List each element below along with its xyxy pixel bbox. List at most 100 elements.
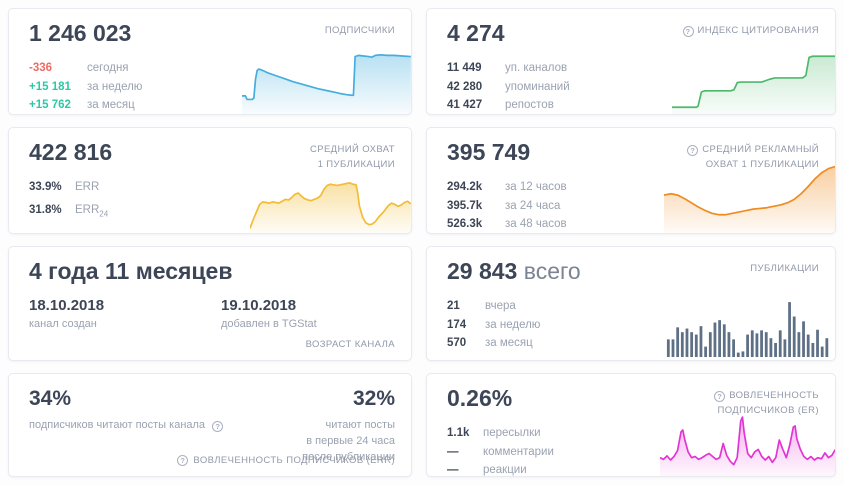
subscriber-engagement-er-card: 0.26% ? ВОВЛЕЧЕННОСТЬ ПОДПИСЧИКОВ (ER) 1.… bbox=[426, 373, 836, 477]
stat-row: 395.7k за 24 часа bbox=[447, 197, 567, 216]
stat-label: репостов bbox=[505, 99, 554, 111]
stat-value-comments: — bbox=[447, 445, 459, 458]
stat-row: 31.8% ERR24 bbox=[29, 201, 108, 224]
stat-label: за 48 часов bbox=[505, 218, 567, 230]
channel-age-card: 4 года 11 месяцев 18.10.2018 канал созда… bbox=[8, 246, 412, 361]
stat-value-err24: 31.8% bbox=[29, 203, 62, 216]
stat-label: за неделю bbox=[485, 318, 541, 331]
stat-row: 526.3k за 48 часов bbox=[447, 215, 567, 233]
stat-value-mentions: 42 280 bbox=[447, 80, 483, 93]
average-reach-sparkline-chart bbox=[250, 163, 411, 233]
subscribers-card-title: ПОДПИСЧИКИ bbox=[324, 25, 395, 36]
err-percent-label: подписчиков читают посты канала ? bbox=[29, 418, 224, 434]
channel-created-block: 18.10.2018 канал создан bbox=[29, 297, 104, 330]
stat-label: вчера bbox=[485, 300, 516, 312]
citation-index-value: 4 274 bbox=[447, 20, 505, 46]
stat-value-week: 174 bbox=[447, 318, 467, 331]
stat-value-48h: 526.3k bbox=[447, 218, 483, 230]
info-icon[interactable]: ? bbox=[687, 145, 699, 157]
stat-row: — реакции bbox=[447, 461, 554, 476]
publications-card-title: ПУБЛИКАЦИИ bbox=[750, 263, 819, 274]
stat-label: уп. каналов bbox=[505, 62, 568, 74]
stat-value-12h: 294.2k bbox=[447, 181, 483, 193]
stat-value-month: +15 762 bbox=[29, 99, 71, 111]
stat-row: 11 449 уп. каналов bbox=[447, 59, 570, 78]
subscribers-stats: -336 сегодня +15 181 за неделю +15 762 з… bbox=[29, 59, 142, 114]
publications-card: 29 843 всего ПУБЛИКАЦИИ 21 вчера 174 за … bbox=[426, 246, 836, 361]
citation-index-card: 4 274 ? ИНДЕКС ЦИТИРОВАНИЯ 11 449 уп. кан… bbox=[426, 8, 836, 115]
subscribers-card: 1 246 023 ПОДПИСЧИКИ -336 сегодня +15 18… bbox=[8, 8, 412, 115]
citation-stats: 11 449 уп. каналов 42 280 упоминаний 41 … bbox=[447, 59, 570, 114]
channel-added-date: 19.10.2018 bbox=[221, 297, 297, 314]
subscriber-engagement-err-card: 34% подписчиков читают посты канала ? 32… bbox=[8, 373, 412, 477]
channel-added-label: добавлен в TGStat bbox=[221, 318, 317, 330]
average-ad-reach-stats: 294.2k за 12 часов 395.7k за 24 часа 526… bbox=[447, 178, 567, 233]
stat-label: ERR bbox=[75, 181, 100, 193]
stat-row: 174 за неделю bbox=[447, 316, 540, 335]
stat-value-channels: 11 449 bbox=[447, 62, 482, 74]
stat-label: комментарии bbox=[483, 445, 554, 458]
publications-value-suffix: всего bbox=[523, 258, 581, 284]
average-reach-stats: 33.9% ERR 31.8% ERR24 bbox=[29, 178, 108, 224]
stat-value-24h: 395.7k bbox=[447, 199, 483, 212]
average-reach-value: 422 816 bbox=[29, 139, 113, 165]
stat-value-reactions: — bbox=[447, 464, 459, 476]
publications-value: 29 843 всего bbox=[447, 258, 581, 284]
average-ad-reach-sparkline-chart bbox=[663, 155, 835, 233]
info-icon[interactable]: ? bbox=[177, 455, 189, 466]
er-stats: 1.1k пересылки — комментарии — реакции bbox=[447, 424, 554, 476]
stat-row: 1.1k пересылки bbox=[447, 424, 554, 443]
publications-stats: 21 вчера 174 за неделю 570 за месяц bbox=[447, 297, 540, 353]
citation-sparkline-chart bbox=[671, 49, 835, 114]
err24-percent: 32% bbox=[352, 387, 395, 410]
err-percent: 34% bbox=[29, 387, 72, 410]
err-left-block: 34% подписчиков читают посты канала ? bbox=[29, 387, 224, 434]
stat-label: ERR24 bbox=[75, 203, 109, 219]
err-card-title: ? ВОВЛЕЧЕННОСТЬ ПОДПИСЧИКОВ (ERR) bbox=[177, 455, 395, 466]
average-reach-card-title: СРЕДНИЙ ОХВАТ 1 ПУБЛИКАЦИИ bbox=[309, 144, 395, 171]
average-ad-reach-card-title: ? СРЕДНИЙ РЕКЛАМНЫЙ ОХВАТ 1 ПУБЛИКАЦИИ bbox=[687, 142, 819, 172]
average-ad-reach-card: 395 749 ? СРЕДНИЙ РЕКЛАМНЫЙ ОХВАТ 1 ПУБЛИ… bbox=[426, 127, 836, 234]
stat-value-forwards: 1.1k bbox=[447, 427, 470, 439]
stat-label: упоминаний bbox=[505, 80, 570, 93]
channel-created-label: канал создан bbox=[29, 318, 97, 330]
err24-percent-label: читают посты в первые 24 часа после публ… bbox=[302, 419, 395, 463]
stat-row: 33.9% ERR bbox=[29, 178, 108, 201]
stat-row: 294.2k за 12 часов bbox=[447, 178, 567, 197]
stat-label: реакции bbox=[483, 464, 527, 476]
stat-row: 42 280 упоминаний bbox=[447, 78, 570, 97]
average-ad-reach-value: 395 749 bbox=[447, 139, 531, 165]
stat-row: — комментарии bbox=[447, 443, 554, 462]
stat-label: за 12 часов bbox=[505, 181, 567, 193]
stat-label: за месяц bbox=[87, 99, 135, 111]
channel-added-block: 19.10.2018 добавлен в TGStat bbox=[221, 297, 317, 330]
stat-row: 21 вчера bbox=[447, 297, 540, 316]
channel-created-date: 18.10.2018 bbox=[29, 297, 105, 314]
stat-row: -336 сегодня bbox=[29, 59, 142, 78]
er-sparkline-chart bbox=[659, 411, 835, 476]
info-icon[interactable]: ? bbox=[714, 391, 726, 403]
stat-value-month: 570 bbox=[447, 337, 467, 349]
average-reach-card: 422 816 СРЕДНИЙ ОХВАТ 1 ПУБЛИКАЦИИ 33.9%… bbox=[8, 127, 412, 234]
stat-row: 41 427 репостов bbox=[447, 96, 570, 114]
stat-value-yesterday: 21 bbox=[447, 300, 460, 312]
publications-bar-chart bbox=[666, 301, 829, 357]
subscribers-value: 1 246 023 bbox=[29, 20, 132, 46]
stat-value-reposts: 41 427 bbox=[447, 99, 483, 111]
stat-label: за месяц bbox=[485, 337, 533, 349]
err24-right-block: 32% читают посты в первые 24 часа после … bbox=[302, 387, 395, 466]
stat-value-err: 33.9% bbox=[29, 181, 62, 193]
stat-row: +15 762 за месяц bbox=[29, 96, 142, 114]
er-card-title: ? ВОВЛЕЧЕННОСТЬ ПОДПИСЧИКОВ (ER) bbox=[714, 388, 819, 418]
stat-row: +15 181 за неделю bbox=[29, 78, 142, 97]
citation-index-card-title: ? ИНДЕКС ЦИТИРОВАНИЯ bbox=[682, 23, 820, 38]
stat-row: 570 за месяц bbox=[447, 334, 540, 353]
er-value: 0.26% bbox=[447, 385, 513, 411]
info-icon[interactable]: ? bbox=[212, 421, 224, 433]
stat-label: сегодня bbox=[87, 62, 129, 74]
stat-label: за неделю bbox=[87, 80, 143, 93]
stat-value-week: +15 181 bbox=[29, 80, 71, 93]
info-icon[interactable]: ? bbox=[682, 26, 694, 38]
channel-age-value: 4 года 11 месяцев bbox=[29, 258, 233, 284]
